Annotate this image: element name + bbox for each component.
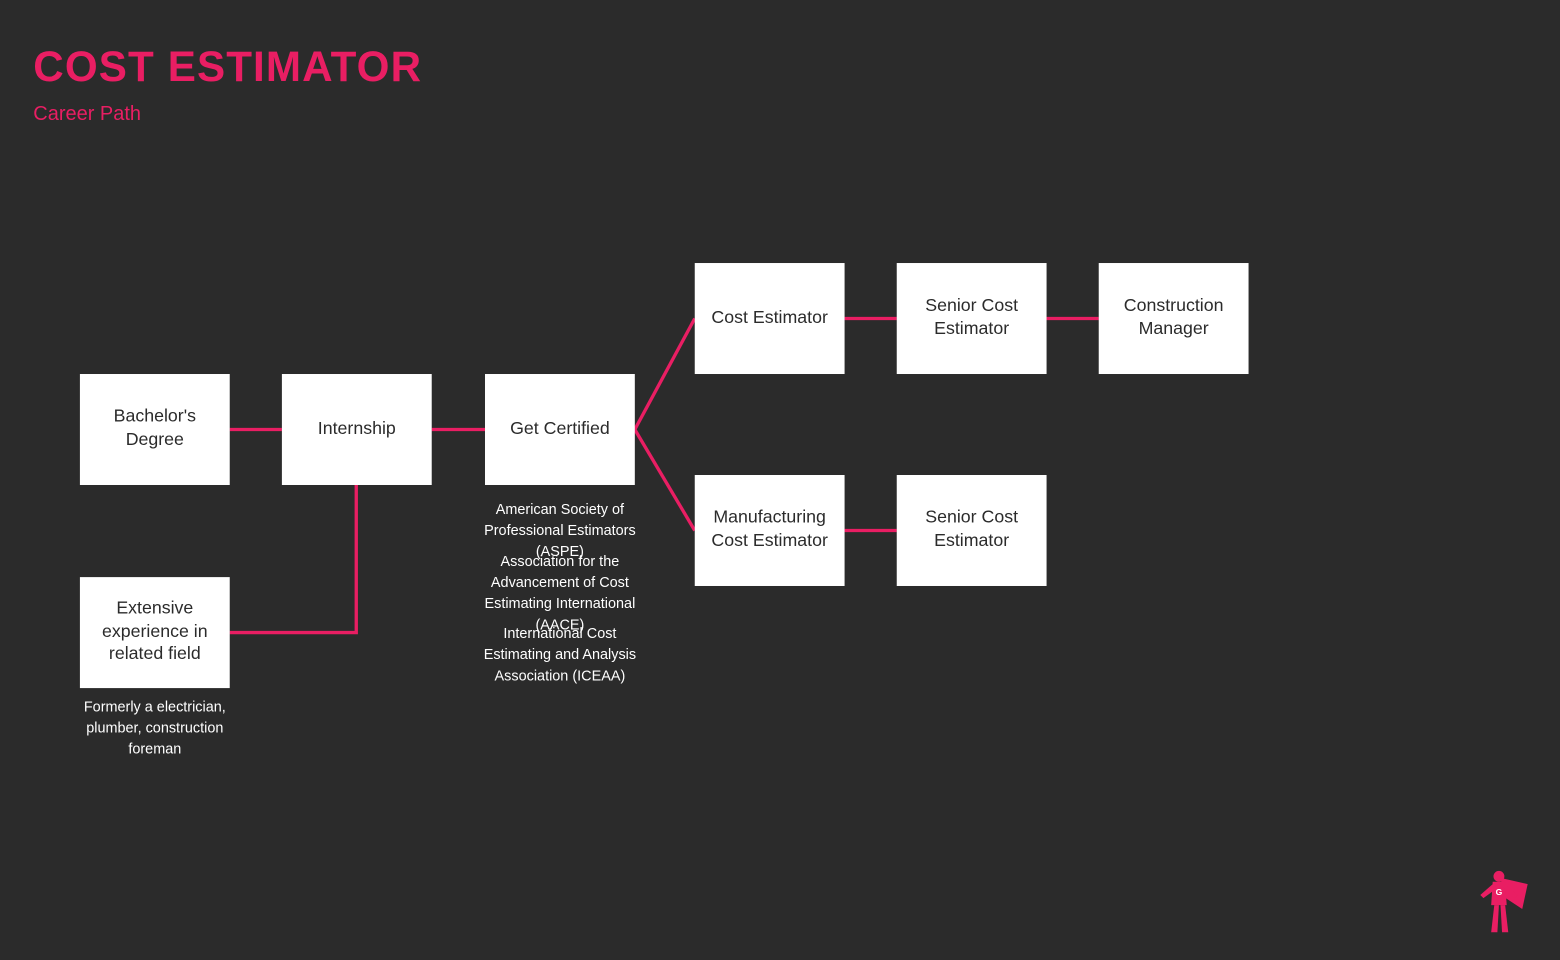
caption-cert-iceaa: International Cost Estimating and Analys… [474,624,646,687]
node-certified: Get Certified [485,374,635,485]
page-title: COST ESTIMATOR [33,44,422,92]
node-cost-estimator: Cost Estimator [695,263,845,374]
diagram-canvas: COST ESTIMATOR Career Path Bachelor's De… [0,0,1559,960]
node-experience: Extensive experience in related field [80,577,230,688]
node-senior-2: Senior Cost Estimator [897,475,1047,586]
node-mfg-estimator: Manufacturing Cost Estimator [695,475,845,586]
node-senior-1: Senior Cost Estimator [897,263,1047,374]
node-construction-manager: Construction Manager [1099,263,1249,374]
brand-logo-icon: G [1462,862,1540,940]
caption-experience: Formerly a electrician, plumber, constru… [69,697,241,760]
caption-cert-aace: Association for the Advancement of Cost … [474,552,646,636]
node-bachelors: Bachelor's Degree [80,374,230,485]
page-subtitle: Career Path [33,102,141,125]
svg-text:G: G [1496,887,1503,897]
node-internship: Internship [282,374,432,485]
